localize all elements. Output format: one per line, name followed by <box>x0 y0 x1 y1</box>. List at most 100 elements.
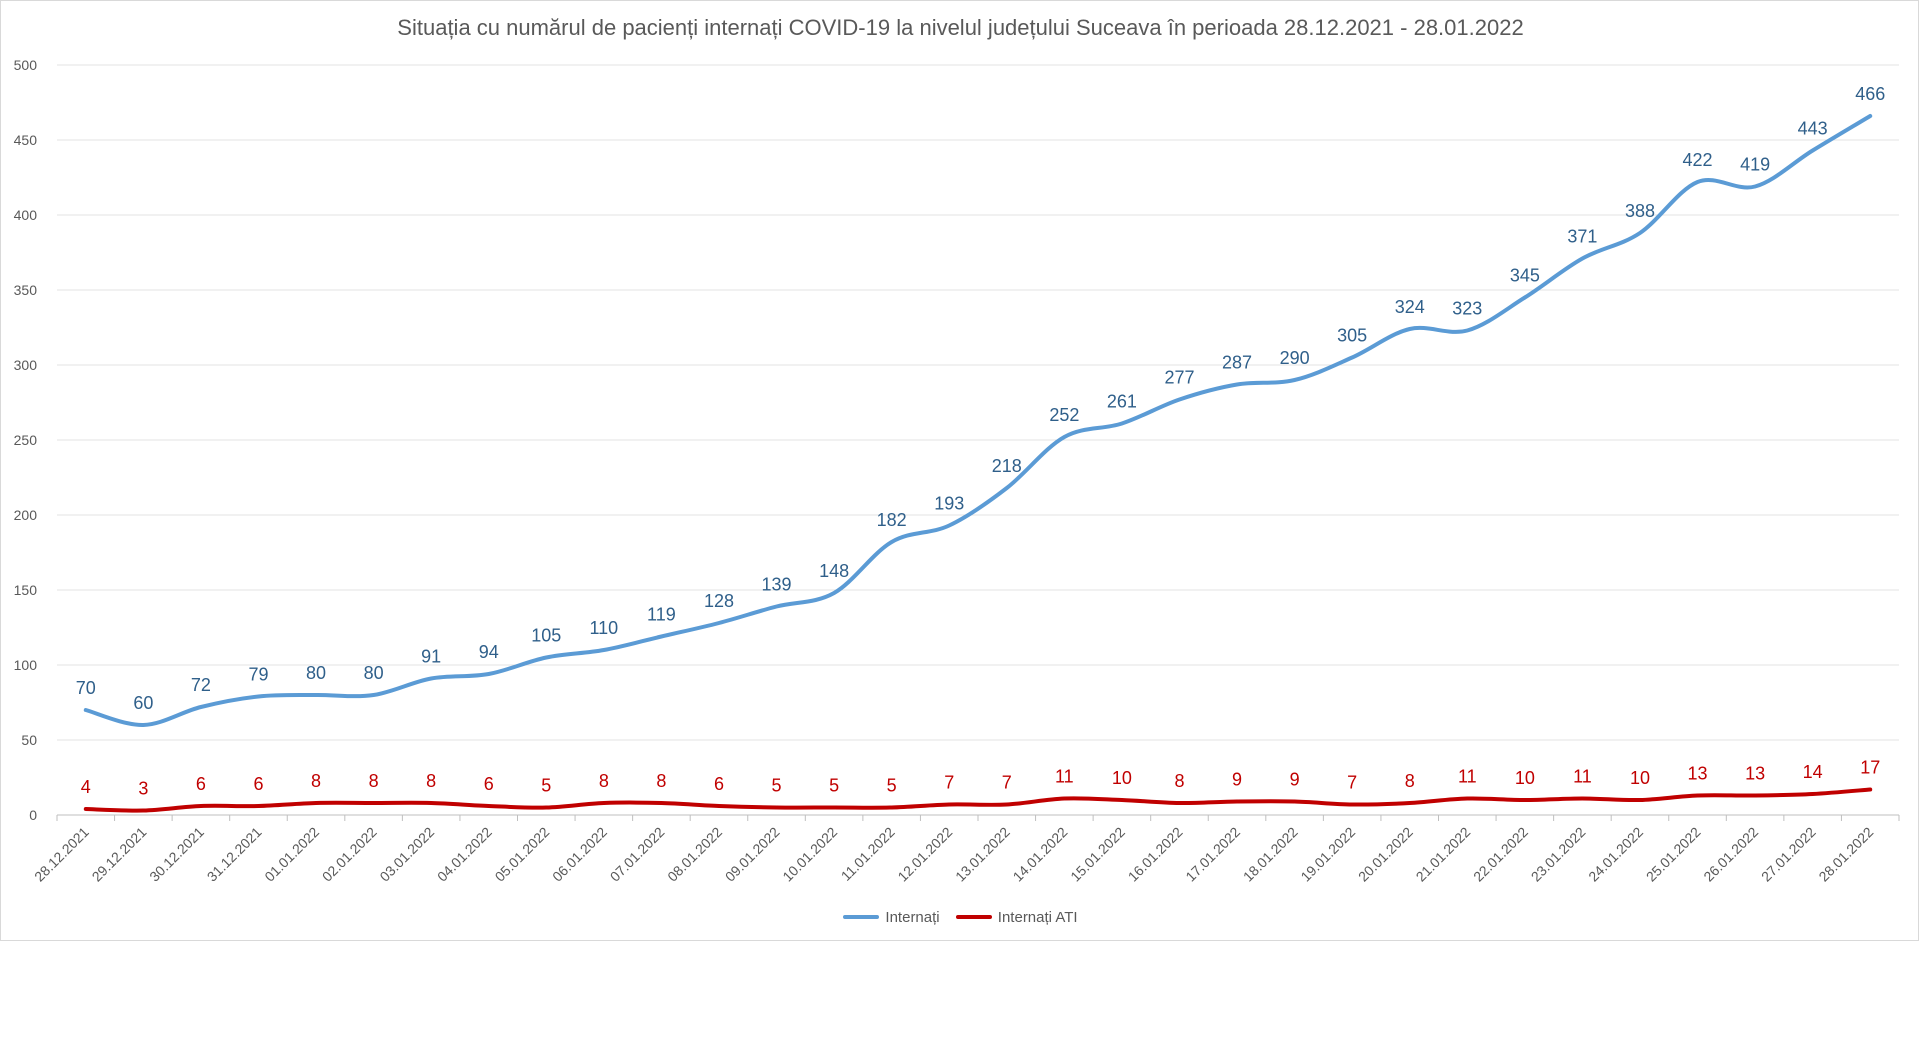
data-label-internati: 60 <box>133 693 153 713</box>
data-label-internati-ati: 10 <box>1112 768 1132 788</box>
x-tick-label: 10.01.2022 <box>779 824 840 885</box>
x-tick-label: 02.01.2022 <box>319 824 380 885</box>
x-tick-label: 20.01.2022 <box>1355 824 1416 885</box>
x-tick-label: 24.01.2022 <box>1585 824 1646 885</box>
x-tick-label: 12.01.2022 <box>894 824 955 885</box>
x-tick-label: 25.01.2022 <box>1643 824 1704 885</box>
x-tick-label: 15.01.2022 <box>1067 824 1128 885</box>
data-label-internati-ati: 11 <box>1458 767 1477 787</box>
data-label-internati: 287 <box>1222 353 1252 373</box>
data-label-internati-ati: 14 <box>1803 762 1823 782</box>
data-label-internati-ati: 8 <box>1174 771 1184 791</box>
data-label-internati-ati: 3 <box>138 779 148 799</box>
data-label-internati-ati: 13 <box>1688 764 1708 784</box>
legend-label-internati: Internați <box>885 908 940 926</box>
data-label-internati: 305 <box>1337 326 1367 346</box>
x-tick-label: 21.01.2022 <box>1413 824 1474 885</box>
data-label-internati-ati: 7 <box>1347 773 1357 793</box>
data-label-internati: 252 <box>1049 405 1079 425</box>
data-label-internati-ati: 5 <box>541 776 551 796</box>
data-label-internati-ati: 6 <box>196 774 206 794</box>
data-label-internati-ati: 10 <box>1515 768 1535 788</box>
data-label-internati-ati: 6 <box>253 774 263 794</box>
data-label-internati-ati: 10 <box>1630 768 1650 788</box>
data-label-internati: 371 <box>1567 227 1597 247</box>
data-label-internati: 218 <box>992 456 1022 476</box>
data-label-internati: 139 <box>762 575 792 595</box>
x-tick-label: 18.01.2022 <box>1240 824 1301 885</box>
x-tick-label: 30.12.2021 <box>146 824 207 885</box>
data-label-internati: 105 <box>531 626 561 646</box>
x-tick-label: 28.01.2022 <box>1815 824 1876 885</box>
data-label-internati-ati: 9 <box>1232 770 1242 790</box>
x-tick-label: 13.01.2022 <box>952 824 1013 885</box>
data-label-internati: 94 <box>479 642 499 662</box>
y-tick-label: 100 <box>14 657 38 673</box>
data-label-internati-ati: 8 <box>369 771 379 791</box>
y-tick-label: 500 <box>14 57 38 73</box>
x-tick-label: 05.01.2022 <box>492 824 553 885</box>
legend-swatch-internati <box>843 915 880 919</box>
data-label-internati-ati: 11 <box>1573 767 1592 787</box>
series-line-internati-ati <box>83 787 1873 813</box>
legend-label-internati-ati: Internați ATI <box>997 908 1078 926</box>
y-tick-label: 400 <box>14 207 38 223</box>
data-label-internati-ati: 5 <box>772 776 782 796</box>
data-label-internati: 290 <box>1280 348 1310 368</box>
y-tick-label: 300 <box>14 357 38 373</box>
y-tick-label: 0 <box>29 807 37 823</box>
line-chart: 0 50 100 150 200 250 300 350 400 450 500 28.12.2021… <box>14 57 1900 885</box>
data-label-internati-ati: 13 <box>1745 764 1765 784</box>
data-label-internati: 91 <box>421 647 441 667</box>
x-tick-label: 07.01.2022 <box>607 824 668 885</box>
data-label-internati: 80 <box>306 663 326 683</box>
x-tick-label: 17.01.2022 <box>1182 824 1243 885</box>
data-label-internati-ati: 8 <box>1405 771 1415 791</box>
y-tick-label: 350 <box>14 282 38 298</box>
data-label-internati: 119 <box>647 605 676 625</box>
data-label-internati-ati: 8 <box>656 771 666 791</box>
data-label-internati: 345 <box>1510 266 1540 286</box>
x-tick-label: 27.01.2022 <box>1758 824 1819 885</box>
x-tick-label: 16.01.2022 <box>1125 824 1186 885</box>
data-label-internati-ati: 11 <box>1055 767 1074 787</box>
x-tick-label: 06.01.2022 <box>549 824 610 885</box>
data-label-internati: 261 <box>1107 392 1137 412</box>
x-tick-label: 19.01.2022 <box>1297 824 1358 885</box>
y-tick-label: 150 <box>14 582 38 598</box>
data-label-internati: 80 <box>364 663 384 683</box>
legend-item-internati-ati: Internați ATI <box>955 908 1078 926</box>
x-tick-label: 03.01.2022 <box>376 824 437 885</box>
y-tick-label: 50 <box>21 732 37 748</box>
data-label-internati-ati: 5 <box>829 776 839 796</box>
y-tick-label: 450 <box>14 132 38 148</box>
data-label-internati-ati: 17 <box>1860 758 1880 778</box>
data-label-internati: 422 <box>1683 150 1713 170</box>
data-label-internati-ati: 8 <box>426 771 436 791</box>
data-label-internati: 419 <box>1740 155 1770 175</box>
legend-item-internati: Internați <box>843 908 940 926</box>
x-tick-label: 14.01.2022 <box>1010 824 1071 885</box>
chart-frame: Situația cu numărul de pacienți internaț… <box>0 0 1919 941</box>
data-label-internati: 443 <box>1798 119 1828 139</box>
x-tick-label: 26.01.2022 <box>1700 824 1761 885</box>
data-label-internati-ati: 7 <box>1002 773 1012 793</box>
data-label-internati: 148 <box>819 561 849 581</box>
data-label-internati: 70 <box>76 678 96 698</box>
data-label-internati-ati: 5 <box>887 776 897 796</box>
x-tick-label: 11.01.2022 <box>838 824 898 884</box>
data-label-internati: 128 <box>704 591 734 611</box>
data-label-internati: 193 <box>934 494 964 514</box>
chart-title: Situația cu numărul de pacienți internaț… <box>397 15 1524 40</box>
data-label-internati-ati: 4 <box>81 777 91 797</box>
data-label-internati-ati: 7 <box>944 773 954 793</box>
legend-swatch-internati-ati <box>955 915 992 919</box>
x-tick-label: 04.01.2022 <box>434 824 495 885</box>
legend: Internați Internați ATI <box>1 906 1920 926</box>
data-label-internati-ati: 9 <box>1290 770 1300 790</box>
data-label-internati: 182 <box>877 510 907 530</box>
x-tick-label: 01.01.2022 <box>261 824 322 885</box>
data-label-internati-ati: 8 <box>599 771 609 791</box>
x-tick-label: 23.01.2022 <box>1528 824 1589 885</box>
data-label-internati: 466 <box>1855 84 1885 104</box>
